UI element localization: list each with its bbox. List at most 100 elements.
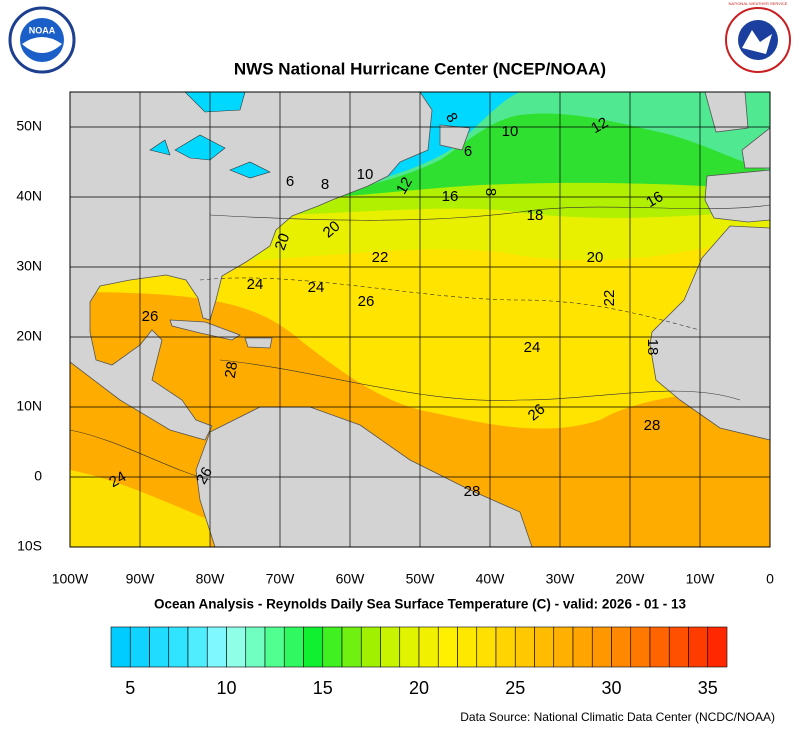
cuba (169, 319, 241, 341)
lat-label: 20N (16, 328, 42, 344)
colorbar-label: 35 (698, 678, 718, 698)
colorbar-box (668, 626, 689, 668)
contour-label: 22 (601, 290, 618, 307)
lon-label: 60W (336, 571, 366, 587)
contour-label: 26 (358, 293, 375, 310)
map-frame (69, 91, 771, 548)
colorbar-label: 25 (505, 678, 525, 698)
contour-label: 24 (308, 279, 325, 296)
lat-label: 50N (16, 118, 42, 134)
colorbar-box (437, 626, 458, 668)
colorbar-box (110, 626, 131, 668)
lon-label: 20W (616, 571, 646, 587)
contour-label: 18 (527, 207, 544, 224)
africa (649, 225, 770, 441)
colorbar-label: 20 (409, 678, 429, 698)
contour-label: 10 (502, 123, 519, 140)
lon-label: 80W (196, 571, 226, 587)
lat-label: 0 (34, 468, 42, 484)
colorbar-box (360, 626, 381, 668)
colorbar-label: 5 (125, 678, 135, 698)
colorbar-box (168, 626, 189, 668)
hispaniola (244, 337, 273, 349)
colorbar-box (418, 626, 439, 668)
lon-label: 0 (766, 571, 774, 587)
contour-label: 26 (193, 464, 216, 487)
contour-label: 22 (372, 249, 389, 266)
colorbar-box (649, 626, 670, 668)
source: Data Source: National Climatic Data Cent… (460, 710, 775, 724)
colorbar-box (495, 626, 516, 668)
contour-label: 6 (286, 173, 294, 190)
hudson-bay (184, 92, 246, 113)
contour-label: 28 (464, 483, 481, 500)
contour-label: 20 (587, 249, 604, 266)
colorbar-box (283, 626, 304, 668)
contour-label: 28 (222, 360, 242, 379)
contour-label: 18 (644, 339, 661, 356)
contour-label: 20 (272, 231, 294, 252)
lon-label: 10W (686, 571, 716, 587)
colorbar-box (380, 626, 401, 668)
iberia (704, 169, 770, 223)
grid (70, 92, 770, 547)
colorbar-box (187, 626, 208, 668)
contour-label: 8 (321, 176, 329, 193)
colorbar-box (149, 626, 170, 668)
noaa-logo-text: NOAA (29, 25, 56, 35)
title: NWS National Hurricane Center (NCEP/NOAA… (234, 59, 606, 78)
colorbar-label: 15 (313, 678, 333, 698)
contour-label: 16 (442, 188, 459, 205)
colorbar-box (572, 626, 593, 668)
axes: 100W 90W 80W 70W 60W 50W 40W 30W 20W 10W 0 50N 40N 30… (16, 118, 774, 587)
contour-label: 6 (464, 143, 472, 160)
contour-label: 10 (357, 166, 374, 183)
subtitle: Ocean Analysis - Reynolds Daily Sea Surf… (154, 597, 686, 612)
nws-logo: NATIONAL WEATHER SERVICE (725, 1, 791, 73)
colorbar-box (322, 626, 343, 668)
colorbar-box (457, 626, 478, 668)
colorbar-box (514, 626, 535, 668)
north-america (70, 92, 433, 441)
colorbar-box (476, 626, 497, 668)
colorbar-box (341, 626, 362, 668)
noaa-logo: NOAA (8, 6, 76, 74)
lat-label: 10S (17, 538, 42, 554)
contour-label: 8 (482, 188, 499, 196)
contour-label: 12 (588, 114, 611, 137)
lon-label: 50W (406, 571, 436, 587)
colorbar-box (707, 626, 728, 668)
lon-label: 70W (266, 571, 296, 587)
lat-label: 40N (16, 188, 42, 204)
colorbar: 5 10 15 20 25 30 35 (110, 626, 728, 698)
lon-label: 40W (476, 571, 506, 587)
colorbar-label: 30 (601, 678, 621, 698)
colorbar-box (688, 626, 709, 668)
lon-label: 30W (546, 571, 576, 587)
colorbar-box (303, 626, 324, 668)
contour-label: 24 (524, 339, 541, 356)
lon-label: 100W (52, 571, 89, 587)
nws-logo-text: NATIONAL WEATHER SERVICE (729, 1, 788, 6)
colorbar-box (534, 626, 555, 668)
contour-label: 12 (393, 174, 416, 197)
contour-label: 16 (643, 188, 666, 211)
colorbar-box (591, 626, 612, 668)
europe (704, 92, 770, 169)
colorbar-box (630, 626, 651, 668)
contour-label: 24 (106, 468, 129, 491)
lon-label: 90W (126, 571, 156, 587)
colorbar-box (129, 626, 150, 668)
contour-label: 28 (644, 417, 661, 434)
lat-label: 30N (16, 258, 42, 274)
colorbar-box (264, 626, 285, 668)
colorbar-box (226, 626, 247, 668)
colorbar-box (553, 626, 574, 668)
contour-label: 26 (142, 308, 159, 325)
colorbar-box (399, 626, 420, 668)
lat-label: 10N (16, 398, 42, 414)
contour-label: 24 (247, 276, 264, 293)
colorbar-label: 10 (216, 678, 236, 698)
